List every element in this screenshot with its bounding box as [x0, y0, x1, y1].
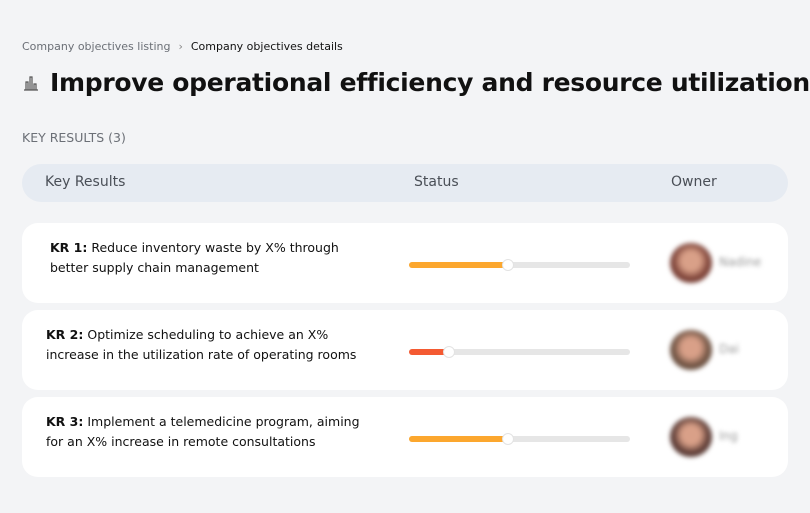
key-result-row[interactable]: KR 1: Reduce inventory waste by X% throu… — [22, 223, 788, 303]
building-chart-icon — [24, 75, 38, 91]
page-title: Improve operational efficiency and resou… — [50, 68, 810, 97]
key-result-text: KR 3: Implement a telemedicine program, … — [46, 412, 366, 452]
key-result-description: Reduce inventory waste by X% through bet… — [50, 240, 339, 275]
key-result-id: KR 1: — [50, 240, 88, 255]
progress-handle[interactable] — [442, 346, 455, 358]
key-result-description: Implement a telemedicine program, aiming… — [46, 414, 360, 449]
header-status: Status — [414, 174, 459, 190]
progress-slider[interactable] — [409, 433, 630, 445]
key-result-description: Optimize scheduling to achieve an X% inc… — [46, 327, 357, 362]
progress-handle[interactable] — [502, 259, 515, 271]
table-header: Key Results Status Owner — [22, 164, 788, 202]
breadcrumb-parent-link[interactable]: Company objectives listing — [22, 40, 171, 53]
key-result-text: KR 1: Reduce inventory waste by X% throu… — [50, 238, 370, 278]
breadcrumb: Company objectives listing › Company obj… — [22, 40, 343, 53]
progress-fill — [409, 262, 509, 268]
key-result-id: KR 2: — [46, 327, 84, 342]
page-header: Improve operational efficiency and resou… — [22, 68, 810, 97]
owner-avatar — [670, 330, 712, 370]
key-results-count: KEY RESULTS (3) — [22, 130, 126, 145]
owner-avatar — [670, 243, 712, 283]
header-key-results: Key Results — [45, 174, 126, 190]
owner-name: Dai — [719, 342, 739, 356]
owner-avatar — [670, 417, 712, 457]
chevron-right-icon: › — [178, 40, 183, 53]
progress-fill — [409, 436, 509, 442]
progress-fill — [409, 349, 449, 355]
key-result-id: KR 3: — [46, 414, 84, 429]
key-result-text: KR 2: Optimize scheduling to achieve an … — [46, 325, 366, 365]
owner-name: Nadine — [719, 255, 762, 269]
progress-slider[interactable] — [409, 259, 630, 271]
breadcrumb-current: Company objectives details — [190, 40, 343, 53]
key-result-row[interactable]: KR 3: Implement a telemedicine program, … — [22, 397, 788, 477]
key-result-row[interactable]: KR 2: Optimize scheduling to achieve an … — [22, 310, 788, 390]
progress-handle[interactable] — [502, 433, 515, 445]
header-owner: Owner — [671, 174, 717, 190]
progress-slider[interactable] — [409, 346, 630, 358]
owner-name: Ing — [719, 429, 738, 443]
